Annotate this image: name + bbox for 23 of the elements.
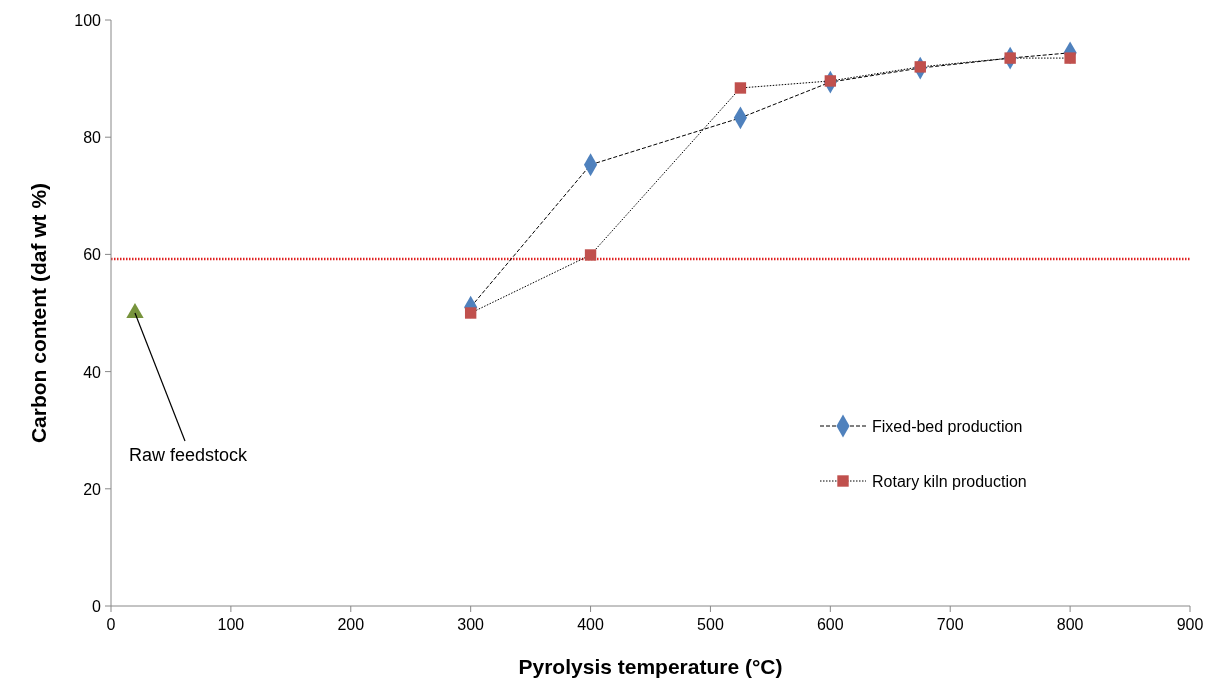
y-axis-title: Carbon content (daf wt %) xyxy=(27,182,50,444)
x-tick-label: 700 xyxy=(936,616,964,633)
x-tick-label: 600 xyxy=(816,616,844,633)
x-tick-label: 900 xyxy=(1176,616,1204,633)
y-tick-label: 20 xyxy=(83,480,102,498)
x-tick-label: 500 xyxy=(697,616,724,633)
point xyxy=(584,249,597,261)
x-tick-label: 400 xyxy=(577,616,604,633)
legend-label: Rotary kiln production xyxy=(872,473,1027,490)
x-tick-label: 300 xyxy=(457,616,485,633)
x-tick-label: 100 xyxy=(217,616,245,633)
x-axis-title: Pyrolysis temperature (°C) xyxy=(518,655,783,678)
x-tick-label: 800 xyxy=(1056,616,1084,633)
x-tick-label: 200 xyxy=(337,616,365,633)
y-tick-label: 40 xyxy=(83,363,102,381)
y-tick-label: 60 xyxy=(83,246,102,264)
annotation: Raw feedstock xyxy=(128,445,249,465)
y-tick-label: 80 xyxy=(83,129,102,147)
y-tick-label: 100 xyxy=(74,12,102,29)
y-tick-label: 0 xyxy=(92,598,102,615)
legend-label: Fixed-bed production xyxy=(872,418,1023,435)
x-tick-label: 0 xyxy=(106,616,116,633)
point xyxy=(734,82,747,94)
